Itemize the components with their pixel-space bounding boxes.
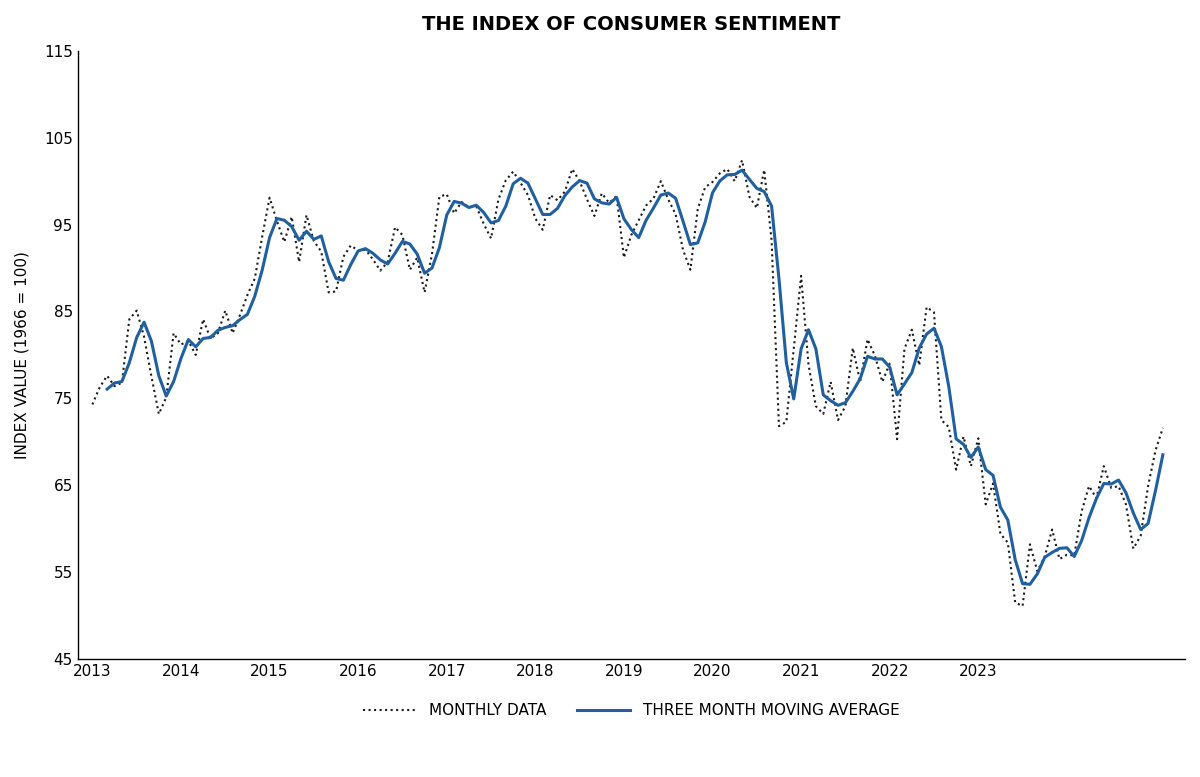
THREE MONTH MOVING AVERAGE	[174, 354, 188, 363]
MONTHLY DATA	[1156, 423, 1170, 433]
Title: THE INDEX OF CONSUMER SENTIMENT: THE INDEX OF CONSUMER SENTIMENT	[422, 15, 840, 34]
MONTHLY DATA	[713, 169, 727, 178]
MONTHLY DATA	[85, 400, 100, 409]
Y-axis label: INDEX VALUE (1966 = 100): INDEX VALUE (1966 = 100)	[14, 251, 30, 459]
MONTHLY DATA	[350, 246, 365, 256]
THREE MONTH MOVING AVERAGE	[100, 385, 114, 394]
Line: THREE MONTH MOVING AVERAGE: THREE MONTH MOVING AVERAGE	[107, 170, 1163, 584]
MONTHLY DATA	[1015, 601, 1030, 611]
THREE MONTH MOVING AVERAGE	[734, 166, 749, 175]
MONTHLY DATA	[734, 155, 749, 165]
THREE MONTH MOVING AVERAGE	[1156, 450, 1170, 459]
Legend: MONTHLY DATA, THREE MONTH MOVING AVERAGE: MONTHLY DATA, THREE MONTH MOVING AVERAGE	[358, 697, 906, 724]
THREE MONTH MOVING AVERAGE	[971, 442, 985, 451]
MONTHLY DATA	[343, 241, 358, 250]
MONTHLY DATA	[211, 329, 226, 338]
THREE MONTH MOVING AVERAGE	[1022, 580, 1037, 589]
THREE MONTH MOVING AVERAGE	[425, 263, 439, 273]
MONTHLY DATA	[624, 230, 638, 239]
Line: MONTHLY DATA: MONTHLY DATA	[92, 160, 1163, 606]
THREE MONTH MOVING AVERAGE	[956, 440, 971, 449]
MONTHLY DATA	[388, 222, 402, 232]
THREE MONTH MOVING AVERAGE	[254, 266, 269, 275]
THREE MONTH MOVING AVERAGE	[860, 352, 875, 361]
